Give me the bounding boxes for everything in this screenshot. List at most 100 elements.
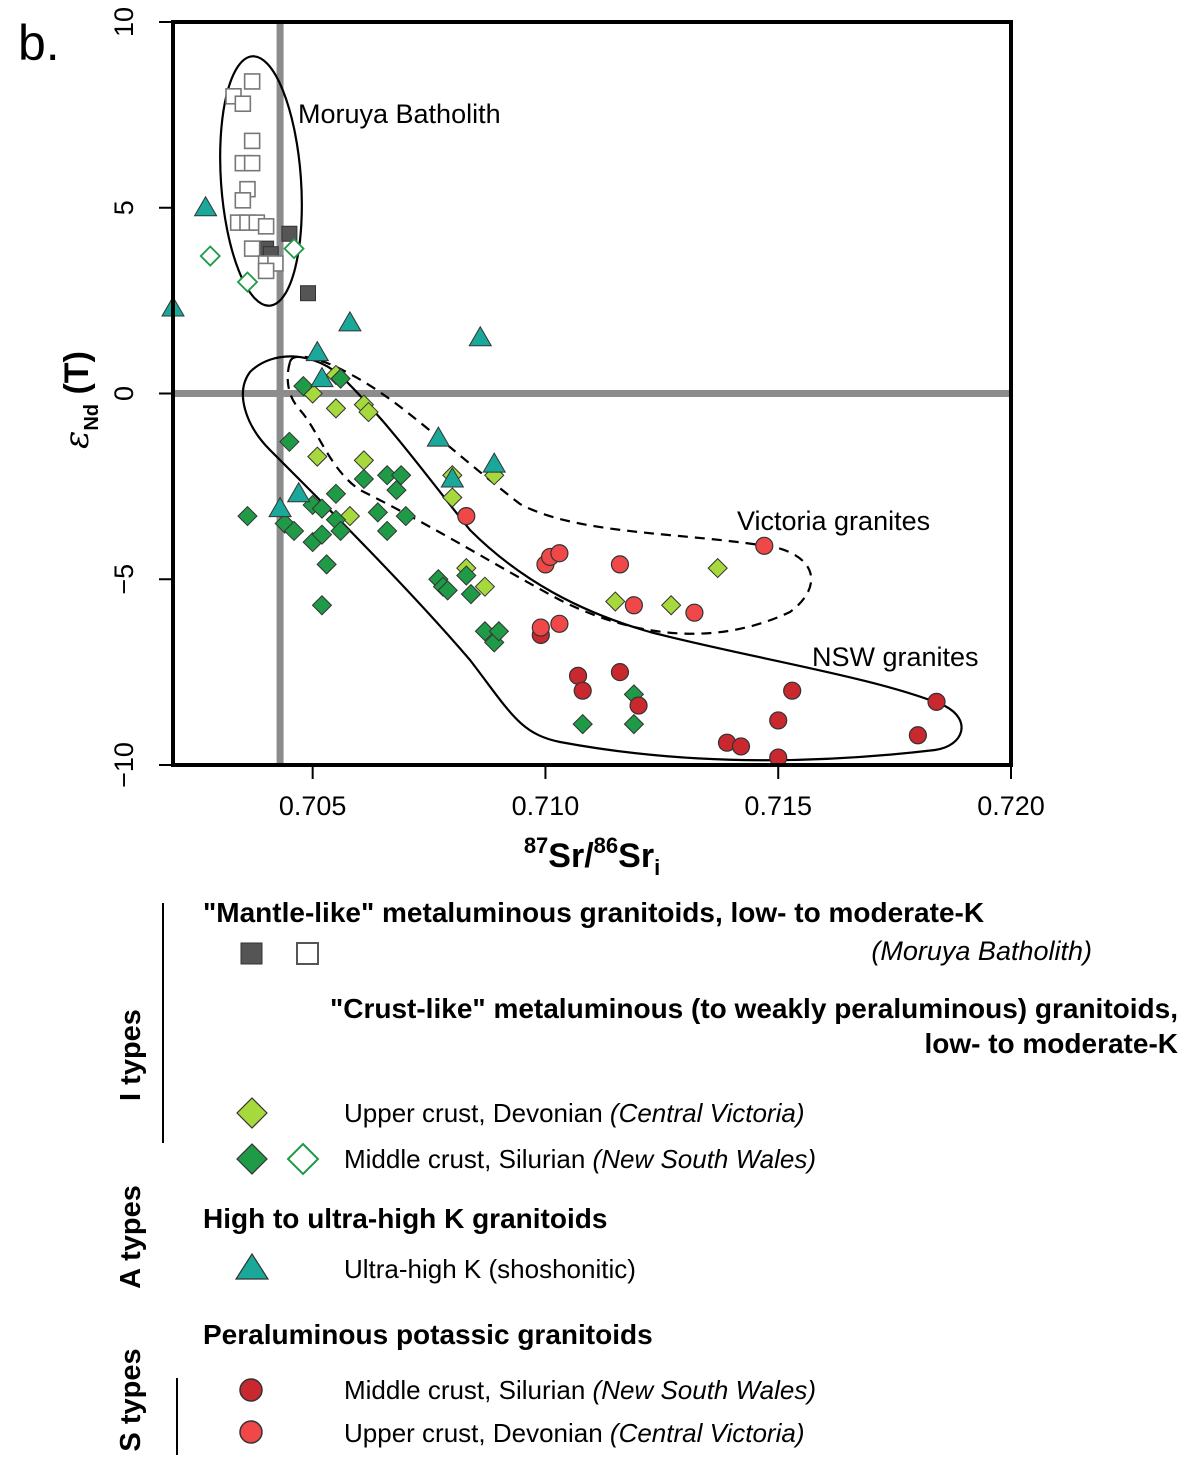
data-point-diamond <box>237 505 258 527</box>
data-marks <box>161 73 946 767</box>
data-point-diamond <box>293 375 314 397</box>
y-axis-label: εNd (T) <box>57 351 103 449</box>
legend-s-upper-circle <box>239 1420 263 1444</box>
x-axis-label: 87Sr/86Sri <box>524 833 660 880</box>
data-point-diamond <box>283 520 305 542</box>
data-point-circle <box>629 696 648 715</box>
legend-s-upper-item: Upper crust, Devonian (Central Victoria) <box>344 1418 805 1448</box>
data-point-triangle <box>286 481 311 503</box>
data-point-diamond <box>353 468 375 490</box>
data-point-diamond <box>279 431 300 453</box>
data-point-circle <box>610 663 630 682</box>
data-point-diamond <box>623 713 645 735</box>
s-types-label: S types <box>115 1348 147 1451</box>
axes: 0.705 0.710 0.715 0.720 10 5 0 −5 −10 <box>109 7 1045 821</box>
mantle-note: (Moruya Batholith) <box>871 936 1092 966</box>
legend-triangle <box>234 1252 270 1280</box>
data-point-diamond <box>236 271 259 293</box>
data-point-diamond <box>283 237 305 260</box>
data-point-diamond <box>572 713 593 735</box>
data-point-diamond <box>330 520 351 542</box>
data-point-square <box>243 132 261 150</box>
crust-heading-line2: low- to moderate-K <box>924 1028 1178 1059</box>
data-point-circle <box>783 681 802 700</box>
data-point-triangle <box>482 452 507 473</box>
data-point-circle <box>550 544 569 563</box>
legend-mantle-filled-square <box>240 942 263 965</box>
data-point-square <box>243 73 261 90</box>
data-point-square <box>300 285 317 302</box>
a-types-heading: High to ultra-high K granitoids <box>203 1203 607 1234</box>
data-point-circle <box>550 614 569 633</box>
s-types-heading: Peraluminous potassic granitoids <box>203 1319 653 1350</box>
data-point-diamond <box>660 595 682 616</box>
data-point-triangle <box>426 426 451 447</box>
victoria-field-outline <box>286 355 813 635</box>
data-point-diamond <box>339 505 361 527</box>
data-point-diamond <box>437 580 458 601</box>
legend-triangle-item: Ultra-high K (shoshonitic) <box>344 1254 636 1284</box>
data-point-diamond <box>376 465 398 486</box>
data-point-diamond <box>367 502 389 523</box>
data-point-circle <box>908 726 927 745</box>
data-point-circle <box>624 596 644 615</box>
legend-mantle-open-square <box>296 942 319 965</box>
nsw-field-outline <box>241 355 963 762</box>
x-tick-label: 0.715 <box>744 791 812 821</box>
field-label-moruya: Moruya Batholith <box>298 99 501 129</box>
field-label-victoria: Victoria granites <box>737 506 930 536</box>
data-point-diamond <box>395 505 416 527</box>
legend: I types "Mantle-like" metaluminous grani… <box>115 897 1178 1455</box>
data-point-diamond <box>707 557 728 579</box>
a-types-label: A types <box>115 1185 147 1289</box>
data-point-square <box>234 95 252 113</box>
x-tick-label: 0.720 <box>977 791 1045 821</box>
data-point-diamond <box>311 498 333 519</box>
legend-s-middle-circle <box>239 1378 263 1402</box>
x-tick-label: 0.705 <box>279 791 347 821</box>
mantle-heading: "Mantle-like" metaluminous granitoids, l… <box>203 897 984 928</box>
data-point-diamond <box>358 401 379 423</box>
data-point-diamond <box>442 487 463 508</box>
legend-middle-item: Middle crust, Silurian (New South Wales) <box>344 1144 816 1174</box>
crust-heading-line1: "Crust-like" metaluminous (to weakly per… <box>330 993 1178 1024</box>
data-point-square <box>281 225 298 242</box>
data-point-circle <box>731 737 751 756</box>
legend-middle-open-diamond <box>286 1142 320 1176</box>
data-point-diamond <box>474 576 496 597</box>
data-point-circle <box>769 711 788 730</box>
data-point-diamond <box>311 595 333 616</box>
i-types-label: I types <box>115 1009 147 1101</box>
data-point-square <box>234 192 252 209</box>
y-tick-label: 10 <box>109 7 139 37</box>
data-point-diamond <box>311 524 333 545</box>
data-point-diamond <box>456 565 477 586</box>
data-point-square <box>243 240 261 257</box>
data-point-diamond <box>307 446 328 467</box>
data-point-square <box>243 154 261 172</box>
scatter-plot: Moruya Batholith Victoria granites NSW g… <box>57 7 1045 880</box>
data-point-triangle <box>305 340 330 362</box>
y-tick-label: 5 <box>109 200 139 215</box>
data-point-square <box>257 262 275 280</box>
legend-upper-diamond <box>236 1097 268 1129</box>
data-point-diamond <box>390 465 412 486</box>
data-point-diamond <box>353 450 375 471</box>
legend-upper-item: Upper crust, Devonian (Central Victoria) <box>344 1098 805 1128</box>
x-tick-label: 0.710 <box>512 791 580 821</box>
data-point-diamond <box>488 621 510 642</box>
data-point-circle <box>685 603 704 622</box>
data-point-triangle <box>268 496 292 518</box>
field-label-nsw: NSW granites <box>812 642 979 672</box>
data-point-triangle <box>193 195 218 217</box>
data-point-triangle <box>338 310 362 332</box>
data-point-triangle <box>310 366 334 388</box>
data-point-square <box>257 218 275 235</box>
data-point-diamond <box>330 368 351 389</box>
data-point-diamond <box>316 554 337 575</box>
data-point-diamond <box>325 398 347 419</box>
data-point-triangle <box>440 466 465 488</box>
data-point-triangle <box>468 325 493 347</box>
data-point-diamond <box>325 483 347 505</box>
